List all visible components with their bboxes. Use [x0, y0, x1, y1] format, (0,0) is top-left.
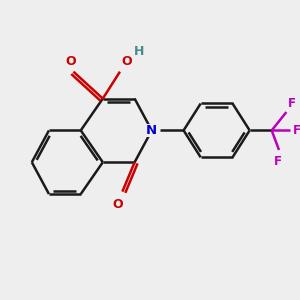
Text: N: N [146, 124, 157, 137]
Text: H: H [134, 45, 144, 58]
Text: F: F [274, 155, 282, 168]
Text: O: O [121, 55, 132, 68]
Text: O: O [112, 198, 123, 211]
Text: F: F [288, 97, 296, 110]
Text: O: O [66, 55, 76, 68]
Text: F: F [292, 124, 300, 137]
